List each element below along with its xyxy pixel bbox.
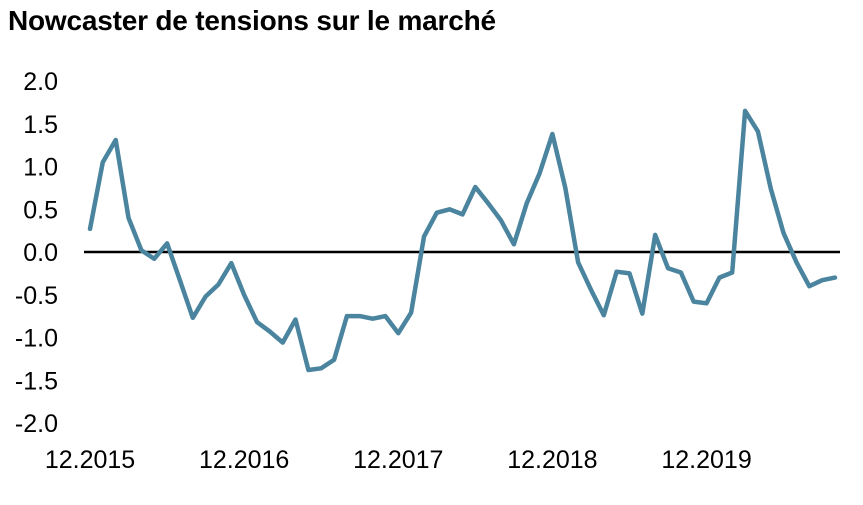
series-group — [87, 108, 838, 373]
x-tick-label: 12.2017 — [353, 446, 443, 474]
y-tick-label: -0.5 — [15, 282, 58, 310]
y-tick-label: -1.5 — [15, 367, 58, 395]
y-tick-label: 0.0 — [23, 239, 58, 267]
y-tick-label: 0.5 — [23, 196, 58, 224]
chart-title: Nowcaster de tensions sur le marché — [8, 5, 496, 36]
x-tick-label: 12.2016 — [199, 446, 289, 474]
y-tick-label: -1.0 — [15, 325, 58, 353]
y-tick-label: -2.0 — [15, 410, 58, 438]
x-tick-label: 12.2018 — [507, 446, 597, 474]
x-tick-label: 12.2019 — [661, 446, 751, 474]
y-axis-tick-labels: 2.0 1.5 1.0 0.5 0.0 -0.5 -1.0 -1.5 -2.0 — [15, 68, 58, 438]
y-tick-label: 1.5 — [23, 111, 58, 139]
x-tick-label: 12.2015 — [45, 446, 135, 474]
y-tick-label: 2.0 — [23, 68, 58, 96]
series-line — [87, 108, 838, 373]
y-tick-label: 1.0 — [23, 154, 58, 182]
x-axis-tick-labels: 12.2015 12.2016 12.2017 12.2018 12.2019 — [45, 446, 752, 474]
